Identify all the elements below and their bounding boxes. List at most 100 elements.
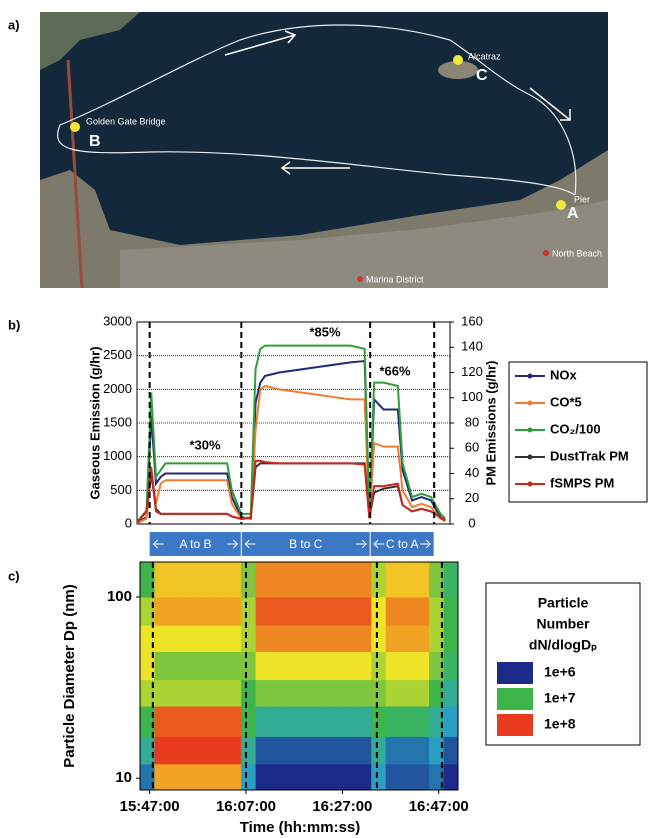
heat-cell <box>168 562 184 598</box>
heat-cell <box>183 651 199 681</box>
legend-title: Number <box>537 616 590 632</box>
map: Alcatraz Golden Gate Bridge Pier North B… <box>40 12 608 289</box>
heat-cell <box>400 736 416 765</box>
heat-cell <box>226 562 242 598</box>
heat-cell <box>255 596 271 626</box>
heat-cell <box>371 596 387 626</box>
heat-cell <box>255 763 271 791</box>
heat-cell <box>168 679 184 707</box>
legend-label: 1e+8 <box>544 716 576 732</box>
pin <box>556 200 566 210</box>
legend-label: CO*5 <box>550 394 582 409</box>
x-axis-label: Time (hh:mm:ss) <box>240 819 361 836</box>
heat-cell <box>400 679 416 707</box>
heat-cell <box>356 562 372 598</box>
heat-cell <box>241 679 257 707</box>
bridge <box>66 59 84 289</box>
heat-cell <box>356 679 372 707</box>
panel-label: c) <box>8 568 20 583</box>
y2-tick-label: 140 <box>461 339 483 354</box>
heat-cell <box>284 625 300 653</box>
heat-cell <box>313 736 329 765</box>
heat-cell <box>197 651 213 681</box>
heat-cell <box>371 763 387 791</box>
heat-cell <box>154 651 170 681</box>
heat-cell <box>226 706 242 737</box>
heat-cell <box>443 736 459 765</box>
x-tick-label: 16:27:00 <box>312 798 372 815</box>
heat-cell <box>356 596 372 626</box>
heat-cell <box>371 651 387 681</box>
heat-cell <box>299 763 314 791</box>
heat-cell <box>212 651 228 681</box>
y-tick-label: 2500 <box>103 347 132 362</box>
heat-cell <box>400 651 416 681</box>
heat-cell <box>168 625 184 653</box>
legend-swatch <box>497 714 533 736</box>
heat-cell <box>168 651 184 681</box>
plot-frame <box>136 321 451 525</box>
direction-arrow <box>280 161 350 175</box>
legend-label: 1e+6 <box>544 664 576 680</box>
heat-cell <box>342 736 358 765</box>
heat-cell <box>255 625 271 653</box>
heat-cell <box>255 562 271 598</box>
heat-cell <box>299 562 314 598</box>
heat-cell <box>327 679 343 707</box>
pin <box>453 55 463 65</box>
map-label: Pier <box>574 194 590 204</box>
y-tick-label: 2000 <box>103 381 132 396</box>
heat-cell <box>226 625 242 653</box>
heat-cell <box>241 736 257 765</box>
heat-cell <box>342 596 358 626</box>
heat-cell <box>154 706 170 737</box>
heat-cell <box>241 562 257 598</box>
y-tick-label: 100 <box>107 588 132 605</box>
heat-cell <box>342 706 358 737</box>
island <box>438 61 478 79</box>
heat-cell <box>342 651 358 681</box>
heat-cell <box>414 679 430 707</box>
heat-cell <box>299 625 314 653</box>
y2-tick-label: 120 <box>461 364 483 379</box>
map-city <box>120 200 608 288</box>
heat-cell <box>356 651 372 681</box>
heat-cell <box>414 625 430 653</box>
segment-arrow <box>244 539 367 549</box>
heat-cell <box>255 679 271 707</box>
heat-cell <box>371 706 387 737</box>
y-tick-label: 1000 <box>103 448 132 463</box>
heat-cell <box>154 679 170 707</box>
legend-box <box>508 361 648 503</box>
heat-cell <box>400 596 416 626</box>
heat-cell <box>429 763 445 791</box>
legend-marker <box>527 481 533 487</box>
heat-cell <box>140 625 155 653</box>
heat-cell <box>212 679 228 707</box>
y-tick-label: 500 <box>110 482 132 497</box>
y2-tick-label: 60 <box>465 440 479 455</box>
y2-tick-label: 40 <box>465 465 479 480</box>
y2-tick-label: 100 <box>461 389 483 404</box>
heat-cell <box>154 596 170 626</box>
y2-tick-label: 80 <box>465 414 479 429</box>
heat-cell <box>183 562 199 598</box>
heat-cell <box>443 651 459 681</box>
y-tick-label: 10 <box>115 769 132 786</box>
pin <box>543 250 549 256</box>
y2-tick-label: 0 <box>468 515 475 530</box>
heat-cell <box>140 596 155 626</box>
heat-cell <box>385 625 401 653</box>
direction-arrow <box>529 87 571 121</box>
heat-cell <box>270 763 286 791</box>
heat-cell <box>414 736 430 765</box>
heat-cell <box>342 763 358 791</box>
heat-cell <box>284 651 300 681</box>
heat-cell <box>183 763 199 791</box>
heat-cell <box>284 763 300 791</box>
heat-cell <box>284 562 300 598</box>
y-axis-label: Gaseous Emission (g/hr) <box>87 346 102 499</box>
heat-cell <box>371 679 387 707</box>
heat-cell <box>270 562 286 598</box>
